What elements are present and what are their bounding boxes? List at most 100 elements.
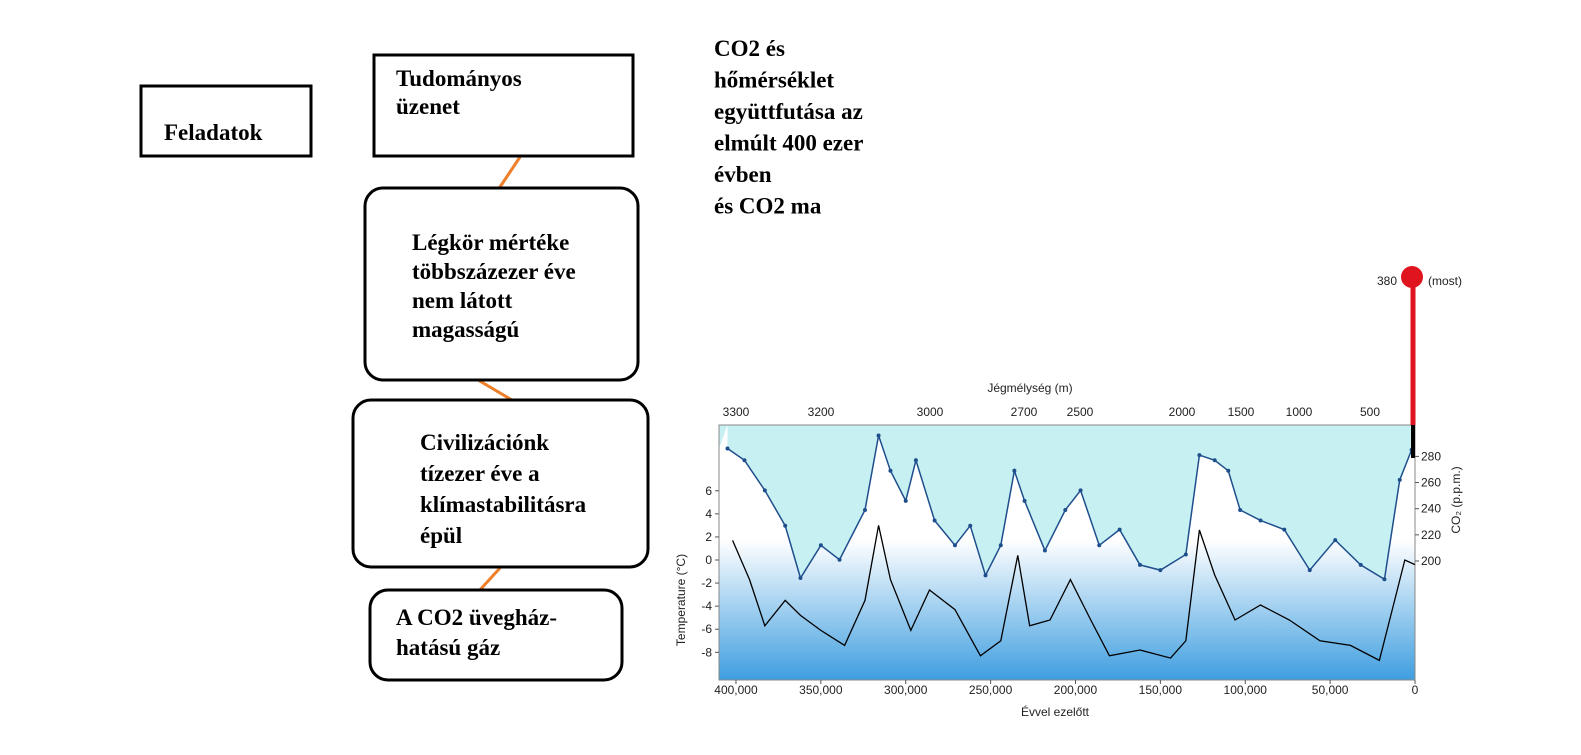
now-value: 380 <box>1377 274 1397 288</box>
depth-tick-label: 1500 <box>1228 405 1255 419</box>
heading-line: CO2 és <box>714 36 785 61</box>
node-label: magasságú <box>412 317 520 342</box>
co2-point <box>742 458 747 463</box>
co2-fill <box>719 425 1412 580</box>
x-axis-title: Évvel ezelőtt <box>1021 704 1090 719</box>
node-box <box>351 398 650 569</box>
depth-tick-label: 500 <box>1360 405 1380 419</box>
depth-tick-label: 3300 <box>723 405 750 419</box>
co2-point <box>837 557 842 562</box>
y2-tick-label: 200 <box>1421 554 1441 568</box>
x-tick-label: 50,000 <box>1312 683 1349 697</box>
y-tick-label: -6 <box>701 622 712 636</box>
heading-line: és CO2 ma <box>714 194 822 219</box>
x-tick-label: 150,000 <box>1139 683 1183 697</box>
co2-point <box>1212 458 1217 463</box>
node-box <box>363 186 640 382</box>
x-tick-label: 400,000 <box>714 683 758 697</box>
tasks-box <box>139 84 313 158</box>
co2-point <box>1197 453 1202 458</box>
co2-point <box>1238 508 1243 512</box>
y-tick-label: 2 <box>705 530 712 544</box>
node-label: épül <box>420 523 462 548</box>
co2-point <box>888 468 893 473</box>
series-line <box>731 525 1416 662</box>
y2-tick-label: 240 <box>1421 502 1441 516</box>
node-label: üzenet <box>396 94 460 119</box>
co2-point <box>1022 498 1027 503</box>
y2-tick-label: 260 <box>1421 476 1441 490</box>
co2-point <box>968 523 973 528</box>
co2-point <box>783 523 788 528</box>
depth-tick-label: 2700 <box>1011 405 1038 419</box>
heading-line: elmúlt 400 ezer <box>714 131 863 156</box>
co2-point <box>952 543 957 548</box>
co2-point <box>725 446 730 451</box>
node-box <box>372 53 635 158</box>
y-tick-label: -4 <box>701 599 712 613</box>
y2-axis-title: CO₂ (p.p.m.) <box>1449 466 1463 533</box>
co2-point <box>762 488 767 493</box>
node-label: hatású gáz <box>396 635 500 660</box>
co2-point <box>1183 552 1188 557</box>
node-label: többszázezer éve <box>412 259 576 284</box>
co2-point <box>1333 538 1338 543</box>
co2-point <box>798 576 803 580</box>
x-tick-label: 350,000 <box>799 683 843 697</box>
co2-point <box>932 518 937 523</box>
depth-tick-label: 2500 <box>1067 405 1094 419</box>
connector <box>496 156 522 191</box>
depth-axis-title: Jégmélység (m) <box>987 381 1072 395</box>
co2-point <box>1117 527 1122 532</box>
depth-tick-label: 3000 <box>917 405 944 419</box>
x-tick-label: 200,000 <box>1054 683 1098 697</box>
heading-line: évben <box>714 162 772 187</box>
co2-point <box>862 508 867 512</box>
x-tick-label: 250,000 <box>969 683 1013 697</box>
node-label: A CO2 üvegház- <box>396 605 557 630</box>
co2-point <box>1358 562 1363 567</box>
now-marker <box>1401 266 1423 288</box>
co2-point <box>1012 468 1017 473</box>
node-label: nem látott <box>412 288 513 313</box>
co2-point <box>1258 518 1263 523</box>
co2-point <box>913 458 918 463</box>
co2-point <box>818 543 823 548</box>
co2-point <box>1158 568 1163 573</box>
co2-point <box>1382 577 1387 582</box>
node-label: Civilizációnk <box>420 430 549 455</box>
y-tick-label: -8 <box>701 645 712 659</box>
co2-point <box>1097 543 1102 548</box>
node-label: klímastabilitásra <box>420 492 587 517</box>
co2-point <box>1137 562 1142 567</box>
co2-point <box>1282 527 1287 532</box>
heading-line: hőmérséklet <box>714 68 834 93</box>
depth-tick-label: 2000 <box>1169 405 1196 419</box>
y2-tick-label: 220 <box>1421 528 1441 542</box>
co2-point <box>983 573 988 578</box>
now-label: (most) <box>1428 274 1462 288</box>
co2-point <box>998 543 1003 548</box>
co2-point <box>876 433 881 438</box>
y2-tick-label: 280 <box>1421 449 1441 463</box>
node-label: Tudományos <box>396 66 522 91</box>
depth-tick-label: 3200 <box>808 405 835 419</box>
y-tick-label: 4 <box>705 507 712 521</box>
node-label: Légkör mértéke <box>412 230 569 255</box>
co2-point <box>1078 488 1083 493</box>
connector <box>476 566 502 594</box>
heading-line: együttfutása az <box>714 99 863 124</box>
depth-tick-label: 1000 <box>1286 405 1313 419</box>
y-tick-label: 0 <box>705 553 712 567</box>
node-box <box>368 588 624 682</box>
co2-point <box>1063 508 1068 512</box>
x-tick-label: 300,000 <box>884 683 928 697</box>
tasks-label: Feladatok <box>164 120 263 145</box>
x-tick-label: 0 <box>1412 683 1419 697</box>
x-tick-label: 100,000 <box>1224 683 1268 697</box>
y-tick-label: -2 <box>701 576 712 590</box>
co2-point <box>1397 477 1402 482</box>
co2-point <box>1226 468 1231 473</box>
y-tick-label: 6 <box>705 484 712 498</box>
